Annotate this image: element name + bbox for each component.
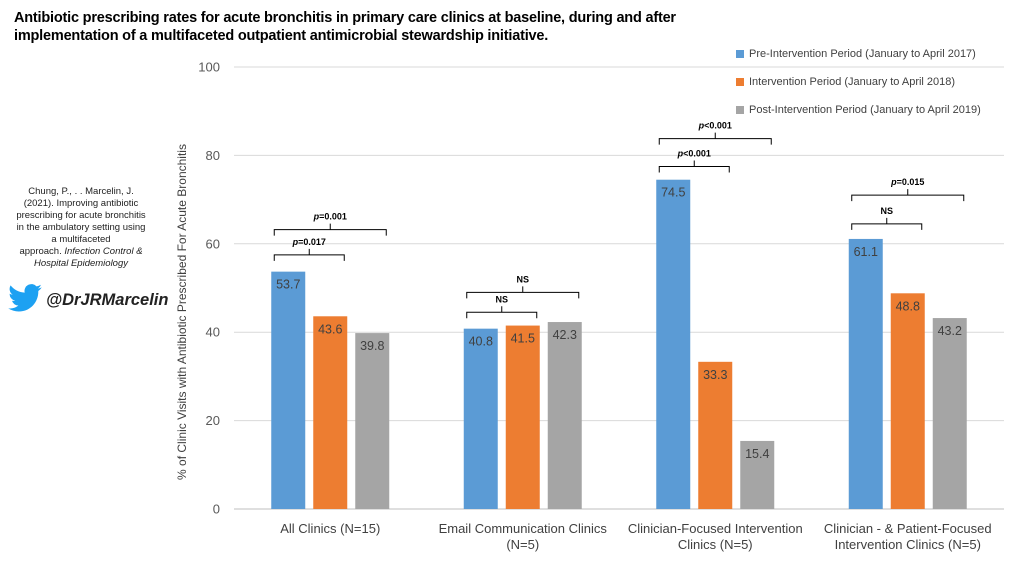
citation-line: Chung, P., . . Marcelin, J. — [28, 186, 134, 197]
p-value-label: p<0.001 — [677, 148, 711, 158]
bar — [656, 179, 691, 509]
p-value-label: p=0.017 — [292, 237, 326, 247]
y-tick-label: 80 — [206, 148, 220, 163]
x-tick-label: (N=5) — [506, 537, 539, 552]
gridlines — [234, 66, 1004, 510]
y-tick-label: 0 — [213, 502, 220, 517]
journal-name: Hospital Epidemiology — [34, 258, 128, 269]
bar — [932, 318, 967, 509]
significance-bracket — [466, 306, 538, 319]
p-value-label: p=0.015 — [890, 177, 924, 187]
significance-annotations: p=0.017 p=0.001 NS NS p<0.001 p<0.001 NS p=0.01… — [273, 121, 965, 319]
data-label: 43.2 — [938, 324, 962, 338]
citation-line: in the ambulatory setting using — [16, 222, 146, 233]
y-tick-label: 100 — [198, 60, 220, 75]
legend-item: Post-Intervention Period (January to Apr… — [736, 96, 981, 124]
significance-bracket — [658, 160, 730, 173]
citation-text: approach. — [19, 246, 62, 257]
data-label: 40.8 — [469, 335, 493, 349]
data-label: 61.1 — [854, 245, 878, 259]
legend-label: Pre-Intervention Period (January to Apri… — [749, 48, 976, 60]
data-label: 43.6 — [318, 322, 342, 336]
legend-item: Intervention Period (January to April 20… — [736, 68, 981, 96]
bars: 53.7 40.8 74.5 61.1 43.6 41.5 33.3 48.8 39.8 42.3… — [271, 179, 967, 510]
data-label: 41.5 — [511, 332, 535, 346]
bar — [890, 293, 925, 509]
significance-bracket — [658, 132, 772, 145]
data-label: 33.3 — [703, 368, 727, 382]
y-tick-label: 60 — [206, 236, 220, 251]
data-label: 39.8 — [360, 339, 384, 353]
citation-line: (2021). Improving antibiotic — [23, 198, 139, 209]
legend-swatch — [736, 50, 744, 58]
bar — [271, 271, 306, 509]
legend-item: Pre-Intervention Period (January to Apri… — [736, 40, 981, 68]
significance-bracket — [273, 223, 387, 236]
x-tick-label: Clinician - & Patient-Focused — [824, 521, 992, 536]
p-value-label: NS — [880, 206, 893, 216]
bar — [848, 238, 883, 510]
data-label: 48.8 — [896, 299, 920, 313]
data-label: 42.3 — [553, 328, 577, 342]
p-value-label: p=0.001 — [313, 212, 347, 222]
p-value-label: NS — [495, 294, 508, 304]
data-label: 53.7 — [276, 278, 300, 292]
bar — [547, 322, 582, 509]
axes: 0 20 40 60 80 100 All Clinics (N=15) Email Comm… — [198, 60, 991, 553]
citation: Chung, P., . . Marcelin, J. (2021). Impr… — [10, 186, 152, 270]
twitter-handle-block: @DrJRMarcelin — [8, 284, 168, 317]
bar — [463, 328, 498, 509]
twitter-bird-icon — [8, 284, 42, 317]
x-tick-label: Clinics (N=5) — [678, 537, 753, 552]
x-tick-label: Clinician-Focused Intervention — [628, 521, 803, 536]
legend-label: Post-Intervention Period (January to Apr… — [749, 104, 981, 116]
significance-bracket — [273, 248, 345, 261]
x-tick-label: Intervention Clinics (N=5) — [835, 537, 981, 552]
p-value-label: p<0.001 — [698, 121, 732, 131]
citation-line: a multifaceted — [51, 234, 111, 245]
legend-swatch — [736, 106, 744, 114]
significance-bracket — [466, 286, 580, 299]
legend: Pre-Intervention Period (January to Apri… — [736, 40, 981, 124]
y-axis-label: % of Clinic Visits with Antibiotic Presc… — [175, 144, 189, 480]
data-label: 74.5 — [661, 186, 685, 200]
y-tick-label: 20 — [206, 413, 220, 428]
significance-bracket — [851, 189, 965, 202]
twitter-handle: @DrJRMarcelin — [46, 291, 169, 309]
p-value-label: NS — [516, 274, 529, 284]
bar — [355, 333, 390, 509]
bar — [740, 440, 775, 509]
x-tick-label: Email Communication Clinics — [439, 521, 608, 536]
bar — [313, 316, 348, 509]
bar — [698, 361, 733, 509]
legend-swatch — [736, 78, 744, 86]
bar — [505, 325, 540, 509]
citation-line: prescribing for acute bronchitis — [16, 210, 146, 221]
legend-label: Intervention Period (January to April 20… — [749, 76, 956, 88]
journal-name: Infection Control & — [64, 246, 143, 257]
data-label: 15.4 — [745, 447, 769, 461]
significance-bracket — [851, 217, 923, 230]
y-tick-label: 40 — [206, 325, 220, 340]
chart-title: Antibiotic prescribing rates for acute b… — [14, 10, 676, 44]
citation-line: approach. Infection Control & — [10, 246, 152, 258]
x-tick-label: All Clinics (N=15) — [280, 521, 380, 536]
